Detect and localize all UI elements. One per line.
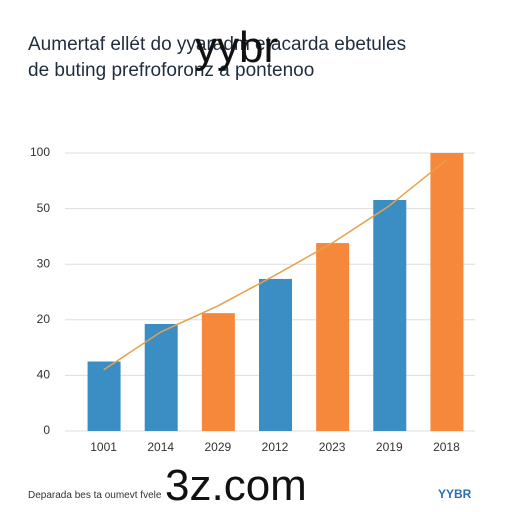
- chart-subtitle: de buting prefroforonz a pontenoo: [28, 60, 314, 81]
- y-tick-label: 20: [37, 312, 51, 326]
- bar: [201, 313, 235, 431]
- x-tick-label: 2014: [147, 440, 174, 454]
- x-tick-label: 2023: [319, 440, 346, 454]
- x-tick-label: 2012: [262, 440, 289, 454]
- bar: [87, 361, 121, 431]
- y-tick-label: 40: [37, 368, 51, 382]
- bar: [144, 323, 178, 431]
- x-tick-label: 1001: [90, 440, 117, 454]
- y-tick-label: 30: [37, 256, 51, 270]
- footer: Deparada bes ta oumevt fvele: [28, 490, 162, 501]
- chart-title: Aumertaf ellét do yyaradm etacarda ebetu…: [28, 34, 406, 55]
- watermark: 3z.com: [165, 461, 307, 510]
- bar: [259, 278, 292, 431]
- logo: YYBR: [438, 487, 472, 501]
- x-tick-label: 2018: [433, 440, 460, 454]
- bar: [430, 153, 464, 431]
- y-tick-label: 50: [37, 201, 51, 215]
- watermark: yybr: [195, 23, 278, 72]
- x-tick-label: 2019: [376, 440, 403, 454]
- bar: [373, 199, 407, 431]
- trend-line: [103, 159, 447, 371]
- y-tick-label: 0: [43, 423, 50, 437]
- y-tick-label: 100: [30, 145, 50, 159]
- bar: [316, 243, 350, 431]
- x-tick-label: 2029: [205, 440, 232, 454]
